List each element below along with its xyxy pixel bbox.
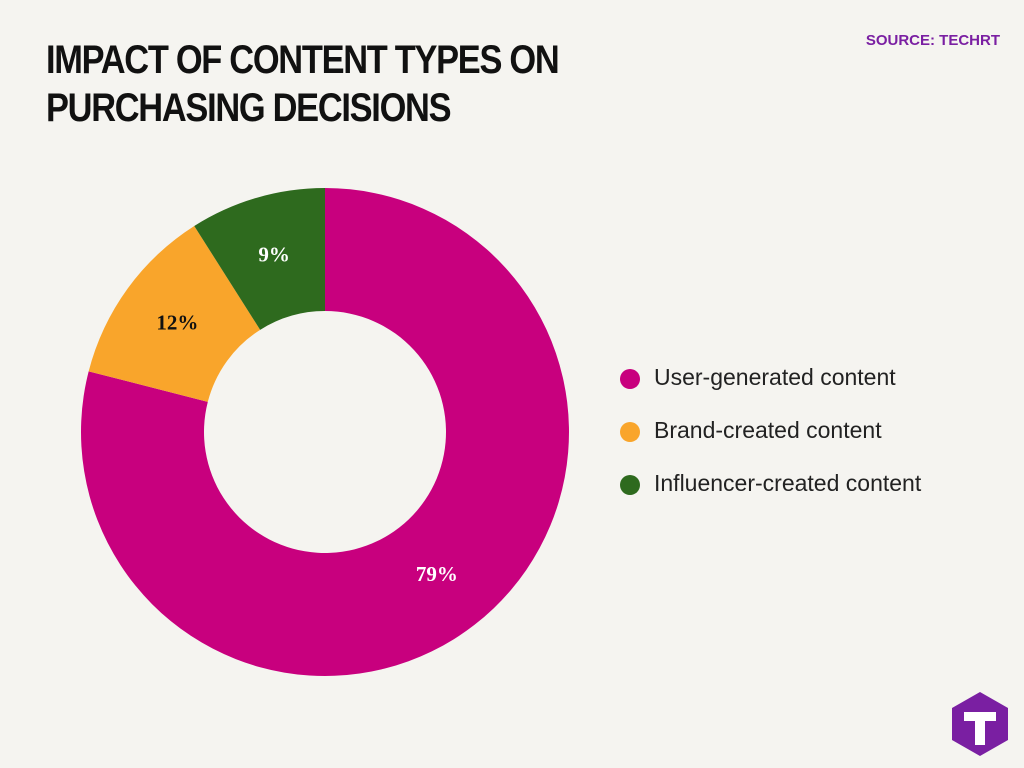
chart-title: IMPACT OF CONTENT TYPES ON PURCHASING DE… — [46, 38, 560, 130]
value-label: 12% — [156, 311, 198, 335]
legend-marker — [620, 475, 640, 495]
value-label: 79% — [416, 562, 458, 586]
pie-slice — [88, 225, 261, 402]
legend-marker — [620, 422, 640, 442]
source: SOURCE: TECHRT — [865, 32, 1000, 49]
legend-label: Brand-created content — [654, 417, 882, 443]
legend-marker — [620, 369, 640, 389]
legend-label: Influencer-created content — [654, 470, 922, 496]
pie-slice — [81, 188, 569, 677]
logo — [952, 692, 1008, 756]
pie-slice — [194, 188, 325, 330]
legend-label: User-generated content — [654, 364, 896, 390]
value-label: 9% — [258, 243, 290, 267]
